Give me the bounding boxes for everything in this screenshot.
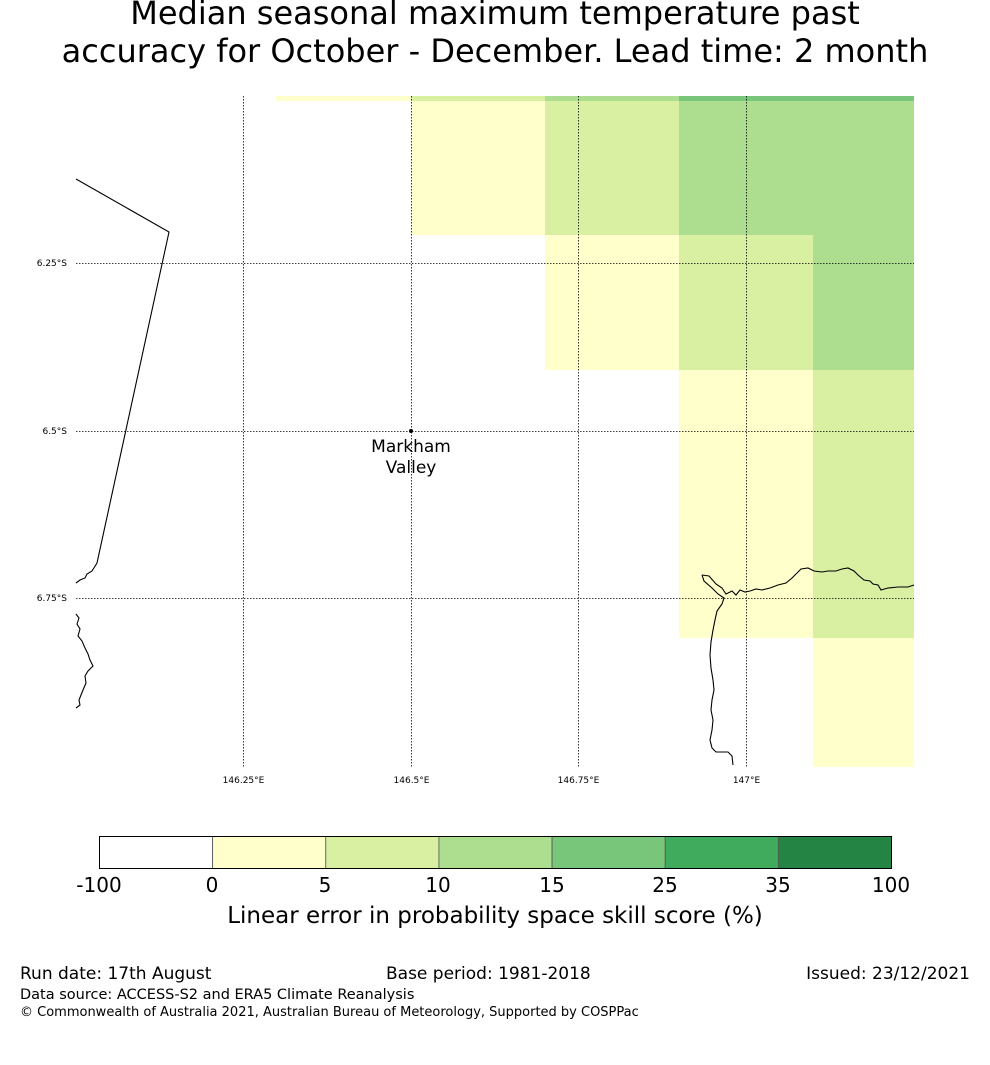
colorbar-swatch bbox=[438, 836, 553, 869]
map-title: Median seasonal maximum temperature past… bbox=[0, 0, 990, 70]
grid-cell bbox=[679, 370, 813, 638]
colorbar-swatch bbox=[551, 836, 666, 869]
grid-cell bbox=[813, 370, 914, 638]
grid-cell bbox=[545, 96, 679, 101]
colorbar-tick-label: 10 bbox=[425, 873, 451, 897]
colorbar-tick-label: 100 bbox=[871, 873, 911, 897]
skill-map: Markham Valley 6.25°S 6.5°S 6.75°S 146.2… bbox=[37, 96, 915, 786]
colorbar-swatch bbox=[99, 836, 214, 869]
data-source: Data source: ACCESS-S2 and ERA5 Climate … bbox=[20, 987, 415, 1003]
title-line-2: accuracy for October - December. Lead ti… bbox=[61, 32, 929, 70]
colorbar-frame bbox=[99, 836, 892, 869]
west-coastline bbox=[75, 613, 94, 709]
graticule bbox=[76, 96, 914, 767]
copyright: © Commonwealth of Australia 2021, Austra… bbox=[20, 1005, 639, 1020]
place-name-line-2: Valley bbox=[386, 458, 437, 478]
grid-cell bbox=[813, 235, 914, 370]
river-branch bbox=[701, 574, 734, 766]
grid-cell bbox=[679, 235, 813, 370]
colorbar bbox=[99, 836, 892, 869]
run-date: Run date: 17th August bbox=[20, 964, 212, 984]
colorbar-swatch bbox=[212, 836, 327, 869]
grid-cell bbox=[679, 96, 914, 101]
colorbar-swatch bbox=[325, 836, 440, 869]
colorbar-tick-label: 0 bbox=[205, 873, 219, 897]
base-period: Base period: 1981-2018 bbox=[386, 964, 591, 984]
colorbar-title: Linear error in probability space skill … bbox=[227, 903, 763, 929]
lat-label: 6.25°S bbox=[37, 259, 68, 269]
grid-cell bbox=[679, 101, 914, 235]
colorbar-tick-label: 35 bbox=[765, 873, 791, 897]
issued-date: Issued: 23/12/2021 bbox=[806, 964, 970, 984]
markham-valley-marker bbox=[409, 429, 413, 433]
colorbar-swatch bbox=[777, 836, 892, 869]
colorbar-tick-label: 5 bbox=[318, 873, 332, 897]
colorbar-tick-label: 15 bbox=[539, 873, 565, 897]
lat-label: 6.75°S bbox=[37, 594, 68, 604]
lat-label: 6.5°S bbox=[42, 427, 67, 437]
grid-cell bbox=[276, 96, 411, 101]
markham-river bbox=[701, 567, 915, 596]
coastline bbox=[75, 178, 915, 766]
place-name-line-1: Markham bbox=[371, 437, 451, 457]
province-boundary bbox=[75, 178, 170, 584]
lon-label: 147°E bbox=[733, 776, 761, 786]
grid-cell bbox=[411, 101, 545, 235]
colorbar-swatches bbox=[99, 836, 892, 869]
colorbar-swatch bbox=[664, 836, 779, 869]
colorbar-tick-label: -100 bbox=[76, 873, 122, 897]
title-line-1: Median seasonal maximum temperature past bbox=[130, 0, 860, 32]
grid-cell bbox=[813, 638, 914, 767]
grid-cell bbox=[545, 101, 679, 235]
grid-cell bbox=[411, 96, 545, 101]
colorbar-tick-label: 25 bbox=[652, 873, 678, 897]
grid-cell bbox=[545, 235, 679, 370]
lon-label: 146.5°E bbox=[394, 776, 430, 786]
skill-grid bbox=[276, 96, 914, 767]
lon-label: 146.75°E bbox=[558, 776, 600, 786]
lon-label: 146.25°E bbox=[223, 776, 265, 786]
